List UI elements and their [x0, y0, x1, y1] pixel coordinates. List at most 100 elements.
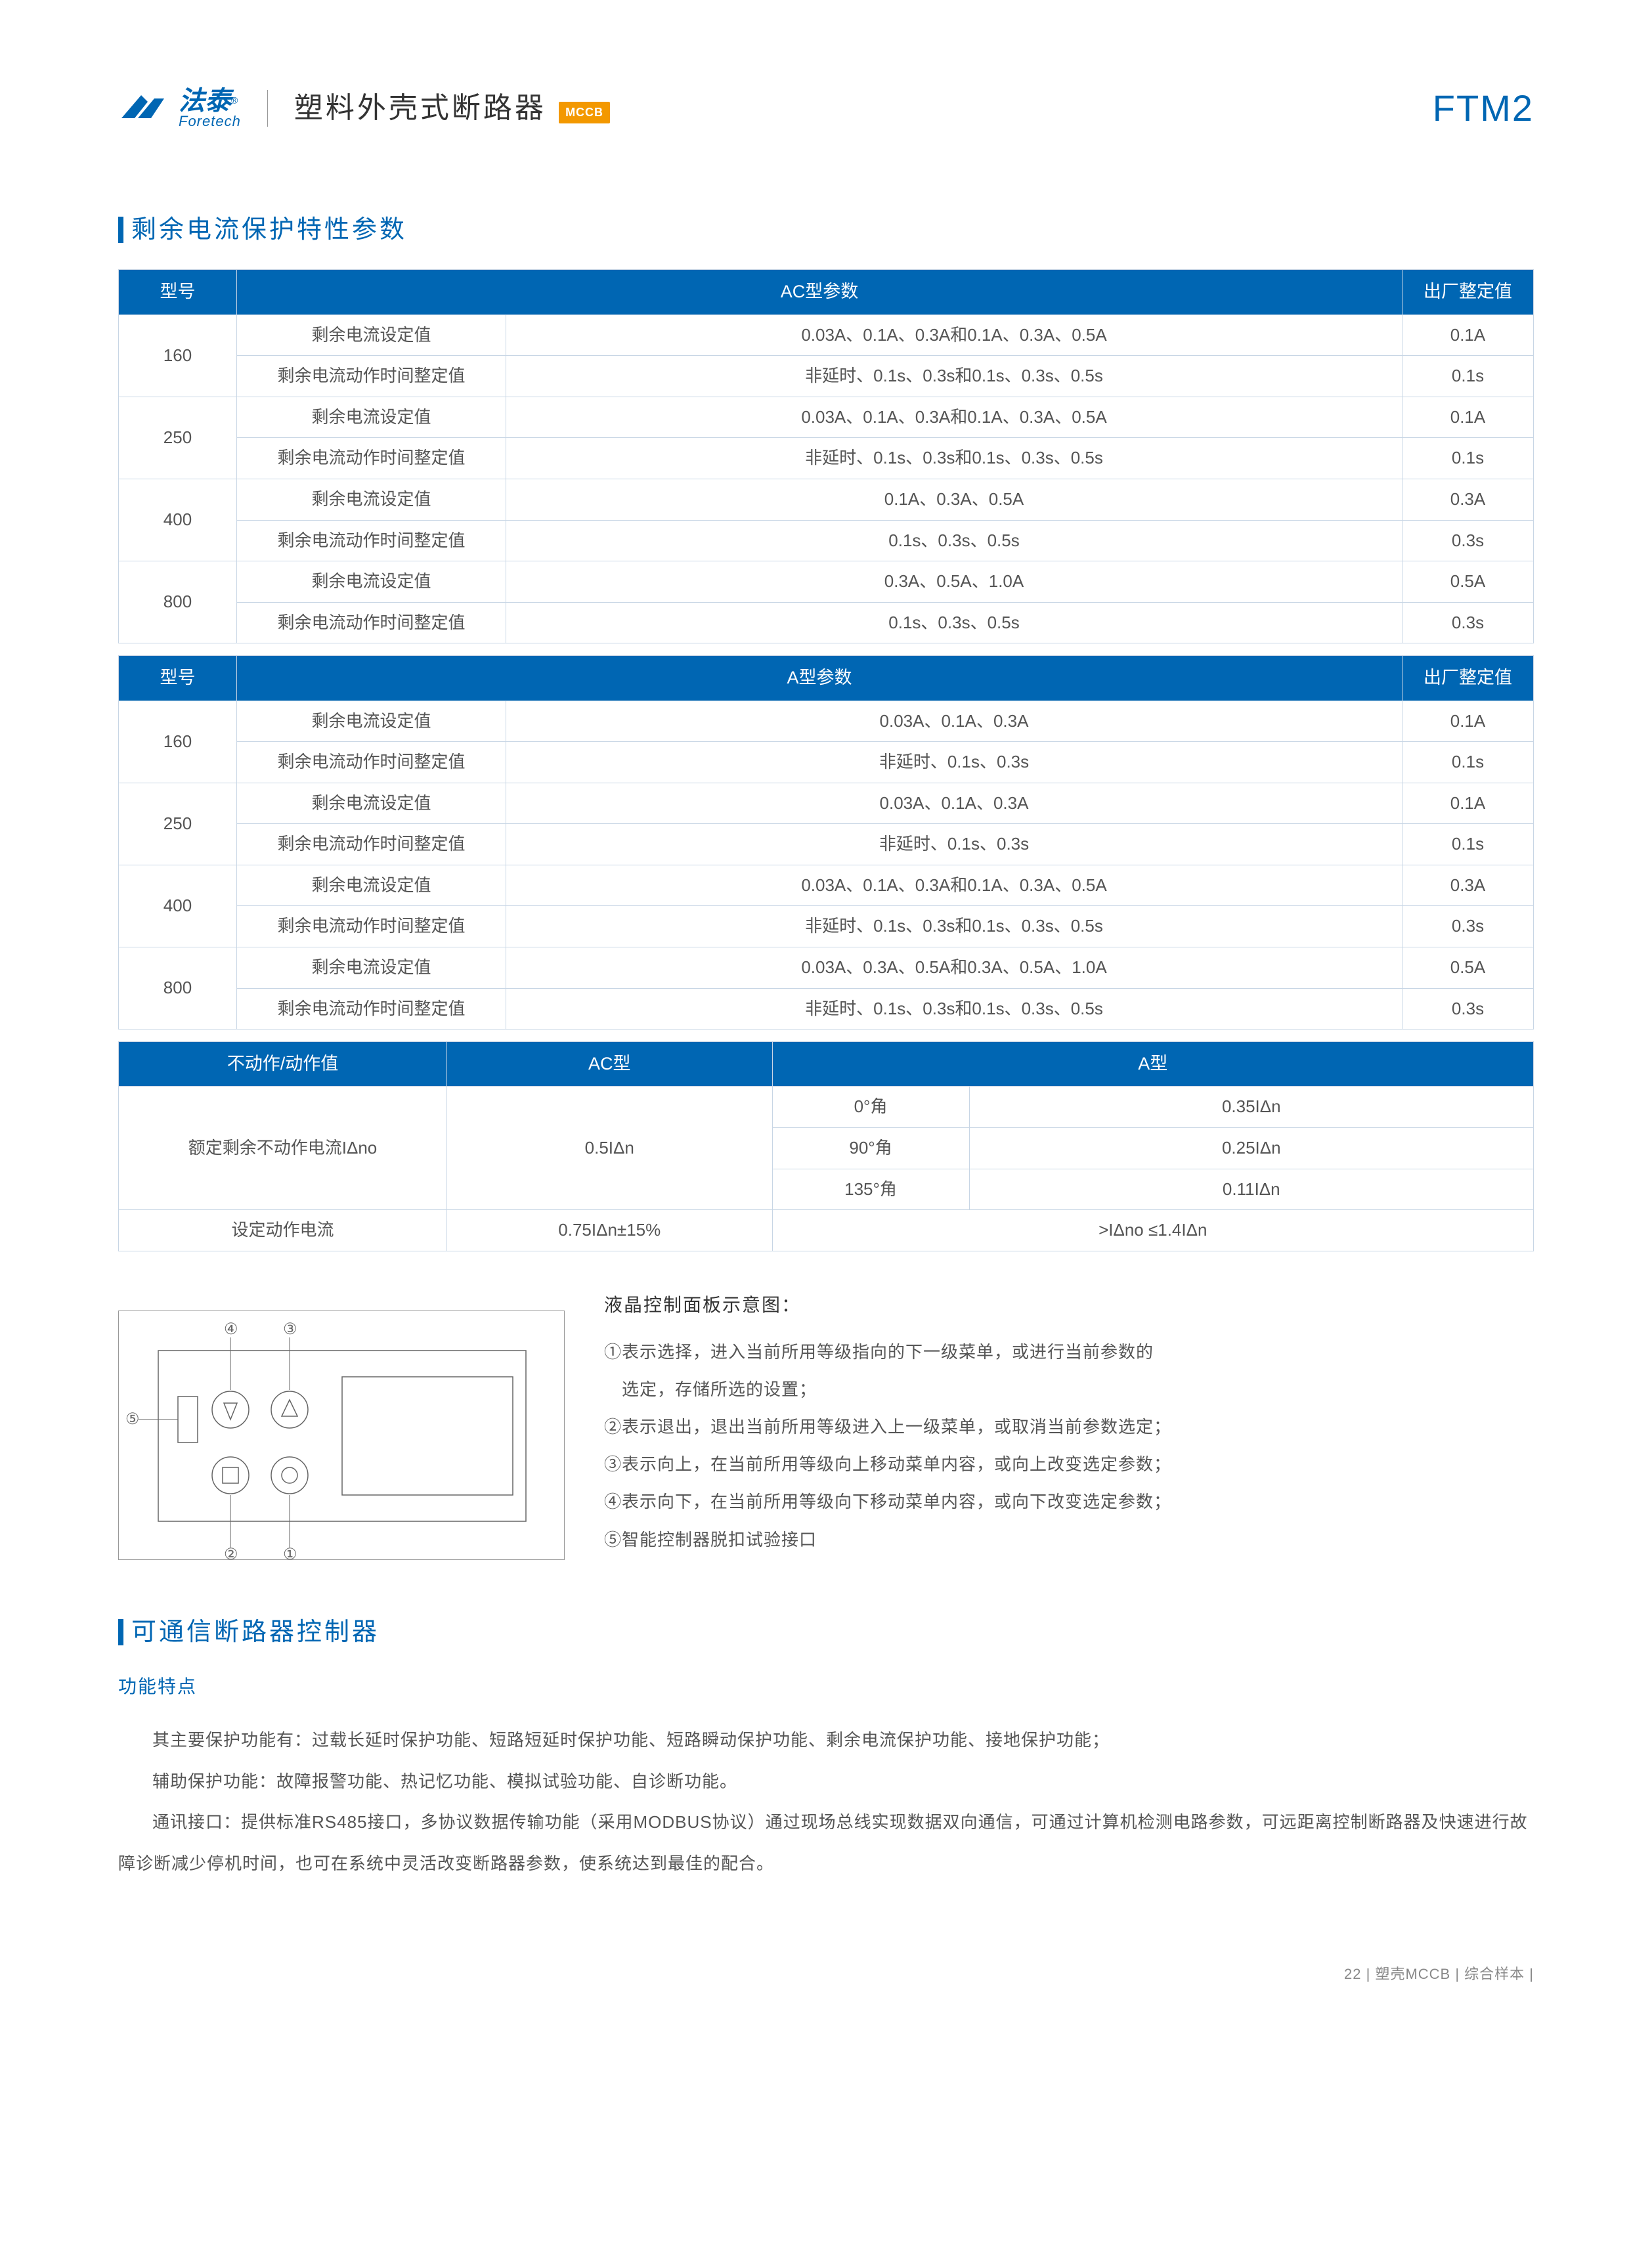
table-row: 160剩余电流设定值0.03A、0.1A、0.3A和0.1A、0.3A、0.5A…: [119, 314, 1534, 356]
cell-label: 剩余电流动作时间整定值: [237, 356, 506, 397]
callout-4-icon: ④: [224, 1320, 238, 1338]
cell-label: 剩余电流设定值: [237, 701, 506, 742]
cell-angle: 90°角: [772, 1128, 969, 1169]
mccb-badge: MCCB: [559, 102, 610, 123]
cell-model: 400: [119, 479, 237, 561]
panel-line: ⑤智能控制器脱扣试验接口: [604, 1521, 1534, 1559]
cell-label: 剩余电流设定值: [237, 561, 506, 603]
cell-value: 0.03A、0.1A、0.3A: [506, 783, 1402, 824]
cell-value: 0.03A、0.1A、0.3A和0.1A、0.3A、0.5A: [506, 397, 1402, 438]
cell-factory: 0.5A: [1402, 561, 1534, 603]
cell-label: 剩余电流动作时间整定值: [237, 438, 506, 479]
cell-label: 剩余电流动作时间整定值: [237, 988, 506, 1029]
cell-model: 400: [119, 865, 237, 947]
cell-label: 剩余电流动作时间整定值: [237, 824, 506, 865]
panel-diagram: ⑤ ④ ③ ② ①: [118, 1311, 565, 1560]
page-header: 法泰® Foretech 塑料外壳式断路器 MCCB FTM2: [118, 79, 1534, 158]
table-row: 设定动作电流 0.75IΔn±15% >IΔno ≤1.4IΔn: [119, 1210, 1534, 1251]
cell-value: 0.5IΔn: [447, 1087, 773, 1210]
cell-label: 剩余电流设定值: [237, 865, 506, 906]
table-row: 400剩余电流设定值0.03A、0.1A、0.3A和0.1A、0.3A、0.5A…: [119, 865, 1534, 906]
panel-desc-title: 液晶控制面板示意图：: [604, 1291, 1534, 1320]
cell-factory: 0.3s: [1402, 602, 1534, 643]
registered-icon: ®: [231, 95, 238, 105]
cell-value: 0.03A、0.1A、0.3A: [506, 701, 1402, 742]
cell-label: 剩余电流设定值: [237, 314, 506, 356]
th-ac: AC型: [447, 1042, 773, 1087]
panel-line: ④表示向下，在当前所用等级向下移动菜单内容，或向下改变选定参数；: [604, 1483, 1534, 1521]
section1-text: 剩余电流保护特性参数: [131, 210, 407, 250]
cell-label: 剩余电流动作时间整定值: [237, 602, 506, 643]
callout-5-icon: ⑤: [125, 1410, 140, 1428]
model-code: FTM2: [1433, 79, 1534, 138]
table-row: 250剩余电流设定值0.03A、0.1A、0.3A和0.1A、0.3A、0.5A…: [119, 397, 1534, 438]
section-bar-icon: [118, 217, 123, 243]
panel-line: ②表示退出，退出当前所用等级进入上一级菜单，或取消当前参数选定；: [604, 1408, 1534, 1446]
th-model: 型号: [119, 656, 237, 701]
section2-subtitle: 功能特点: [118, 1672, 1534, 1702]
cell-model: 160: [119, 314, 237, 397]
table-row: 400剩余电流设定值0.1A、0.3A、0.5A0.3A: [119, 479, 1534, 520]
product-title-wrap: 塑料外壳式断路器 MCCB: [294, 85, 610, 131]
cell-factory: 0.1s: [1402, 356, 1534, 397]
cell-factory: 0.3s: [1402, 520, 1534, 561]
cell-model: 800: [119, 561, 237, 643]
logo-en: Foretech: [179, 114, 241, 129]
logo-cn: 法泰: [179, 87, 231, 116]
cell-label: 剩余电流动作时间整定值: [237, 742, 506, 783]
cell-value: 非延时、0.1s、0.3s: [506, 742, 1402, 783]
th-param: A型参数: [237, 656, 1402, 701]
cell-label: 额定剩余不动作电流IΔno: [119, 1087, 447, 1210]
th-model: 型号: [119, 270, 237, 314]
cell-angle-value: 0.25IΔn: [969, 1128, 1533, 1169]
cell-factory: 0.1A: [1402, 314, 1534, 356]
panel-line: ③表示向上，在当前所用等级向上移动菜单内容，或向上改变选定参数；: [604, 1446, 1534, 1483]
logo-text: 法泰® Foretech: [179, 88, 241, 129]
panel-line: 选定，存储所选的设置；: [604, 1371, 1534, 1408]
section-bar-icon: [118, 1619, 123, 1645]
cell-factory: 0.1s: [1402, 824, 1534, 865]
table-row: 剩余电流动作时间整定值非延时、0.1s、0.3s0.1s: [119, 824, 1534, 865]
cell-value: 0.03A、0.1A、0.3A和0.1A、0.3A、0.5A: [506, 865, 1402, 906]
table-row: 250剩余电流设定值0.03A、0.1A、0.3A0.1A: [119, 783, 1534, 824]
cell-value: 非延时、0.1s、0.3s和0.1s、0.3s、0.5s: [506, 906, 1402, 947]
cell-angle-value: 0.35IΔn: [969, 1087, 1533, 1128]
cell-value: 0.75IΔn±15%: [447, 1210, 773, 1251]
cell-model: 250: [119, 397, 237, 479]
cell-label: 剩余电流动作时间整定值: [237, 906, 506, 947]
th-action: 不动作/动作值: [119, 1042, 447, 1087]
cell-value: 非延时、0.1s、0.3s: [506, 824, 1402, 865]
body-paragraph: 其主要保护功能有：过载长延时保护功能、短路短延时保护功能、短路瞬动保护功能、剩余…: [118, 1720, 1534, 1760]
cell-factory: 0.1A: [1402, 783, 1534, 824]
table-row: 剩余电流动作时间整定值非延时、0.1s、0.3s和0.1s、0.3s、0.5s0…: [119, 438, 1534, 479]
cell-value: 0.1s、0.3s、0.5s: [506, 602, 1402, 643]
cell-label: 剩余电流设定值: [237, 947, 506, 989]
body-paragraph: 通讯接口：提供标准RS485接口，多协议数据传输功能（采用MODBUS协议）通过…: [118, 1802, 1534, 1884]
cell-label: 设定动作电流: [119, 1210, 447, 1251]
cell-model: 250: [119, 783, 237, 865]
cell-angle: 0°角: [772, 1087, 969, 1128]
table-row: 剩余电流动作时间整定值非延时、0.1s、0.3s和0.1s、0.3s、0.5s0…: [119, 988, 1534, 1029]
cell-label: 剩余电流设定值: [237, 479, 506, 520]
product-title: 塑料外壳式断路器: [294, 92, 546, 124]
th-param: AC型参数: [237, 270, 1402, 314]
logo-mark-icon: [118, 92, 171, 125]
callout-1-icon: ①: [283, 1546, 297, 1561]
table-row: 800剩余电流设定值0.3A、0.5A、1.0A0.5A: [119, 561, 1534, 603]
callout-2-icon: ②: [224, 1546, 238, 1561]
th-factory: 出厂整定值: [1402, 656, 1534, 701]
panel-section: ⑤ ④ ③ ② ① 液晶控制面板示意图： ①表示选择，进入当前所用等级指向的下一…: [118, 1291, 1534, 1560]
section2-text: 可通信断路器控制器: [131, 1613, 380, 1653]
cell-value: 非延时、0.1s、0.3s和0.1s、0.3s、0.5s: [506, 356, 1402, 397]
cell-factory: 0.1A: [1402, 701, 1534, 742]
cell-label: 剩余电流设定值: [237, 783, 506, 824]
cell-value: 非延时、0.1s、0.3s和0.1s、0.3s、0.5s: [506, 438, 1402, 479]
cell-value: 0.3A、0.5A、1.0A: [506, 561, 1402, 603]
table-row: 剩余电流动作时间整定值非延时、0.1s、0.3s0.1s: [119, 742, 1534, 783]
cell-factory: 0.5A: [1402, 947, 1534, 989]
cell-label: 剩余电流设定值: [237, 397, 506, 438]
cell-factory: 0.3s: [1402, 906, 1534, 947]
section1-title: 剩余电流保护特性参数: [118, 210, 1534, 250]
logo: 法泰® Foretech: [118, 88, 241, 129]
cell-factory: 0.3A: [1402, 479, 1534, 520]
